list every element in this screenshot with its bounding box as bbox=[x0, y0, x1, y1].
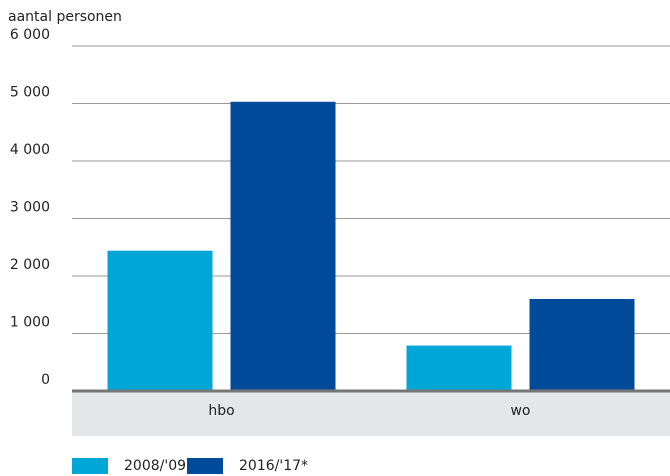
y-tick-label: 5 000 bbox=[10, 85, 50, 101]
y-tick-label: 4 000 bbox=[10, 142, 50, 158]
y-tick-label: 1 000 bbox=[10, 315, 50, 331]
category-band bbox=[72, 391, 670, 436]
y-tick-label: 3 000 bbox=[10, 200, 50, 216]
legend-label: 2016/'17* bbox=[239, 458, 308, 474]
bar bbox=[230, 101, 336, 392]
x-tick-label: hbo bbox=[208, 403, 234, 419]
legend-swatch bbox=[72, 458, 108, 474]
x-tick-label: wo bbox=[510, 403, 530, 419]
y-axis-label: aantal personen bbox=[8, 9, 122, 25]
y-tick-label: 6 000 bbox=[10, 27, 50, 43]
legend-label: 2008/'09 bbox=[124, 458, 186, 474]
bar bbox=[406, 345, 512, 391]
bar bbox=[107, 250, 213, 391]
y-tick-label: 0 bbox=[41, 372, 50, 388]
y-tick-label: 2 000 bbox=[10, 257, 50, 273]
bar bbox=[529, 299, 635, 391]
legend-swatch bbox=[187, 458, 223, 474]
